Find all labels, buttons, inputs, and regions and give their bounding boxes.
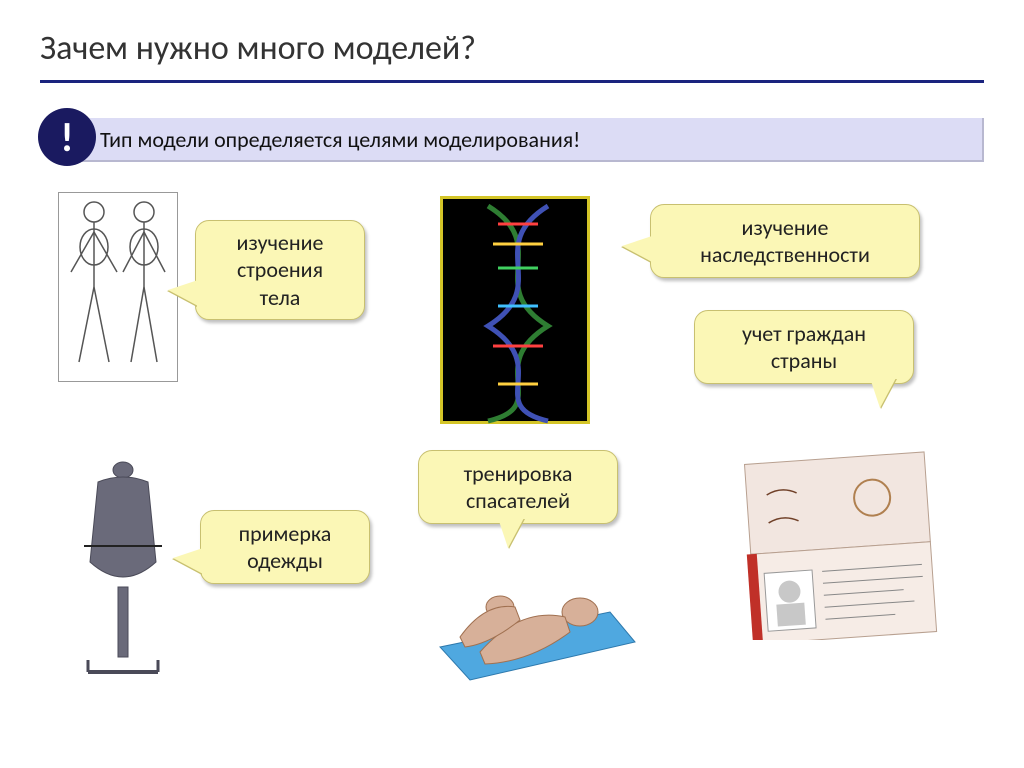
passport-image	[740, 440, 940, 640]
bubble-citizens-tail	[870, 378, 896, 408]
dna-image	[440, 196, 590, 424]
cpr-dummy-icon	[430, 552, 640, 682]
bubble-fitting-tail	[173, 548, 203, 574]
skeleton-icon	[59, 192, 177, 382]
bubble-heredity-tail	[622, 236, 652, 262]
bubble-rescuers-tail	[498, 518, 524, 548]
bubble-body-structure: изучениестроениятела	[195, 220, 365, 320]
exclamation-mark: !	[60, 113, 73, 162]
bubble-citizens: учет гражданстраны	[694, 310, 914, 384]
banner-text: Тип модели определяется целями моделиров…	[100, 126, 580, 153]
mannequin-icon	[58, 452, 188, 682]
banner: Тип модели определяется целями моделиров…	[82, 118, 984, 162]
bubble-heredity-text: изучениенаследственности	[700, 214, 870, 269]
page-title: Зачем нужно много моделей?	[40, 28, 476, 69]
passport-icon	[740, 440, 940, 640]
bubble-citizens-text: учет гражданстраны	[742, 320, 866, 375]
bubble-body-structure-tail	[168, 280, 198, 306]
bubble-rescuers-text: тренировкаспасателей	[464, 460, 573, 515]
title-underline	[40, 80, 984, 83]
dna-icon	[443, 196, 587, 424]
bubble-heredity: изучениенаследственности	[650, 204, 920, 278]
mannequin-image	[58, 452, 188, 682]
bubble-fitting: примеркаодежды	[200, 510, 370, 584]
bubble-fitting-text: примеркаодежды	[239, 520, 332, 575]
skeleton-image	[58, 192, 178, 382]
bubble-rescuers: тренировкаспасателей	[418, 450, 618, 524]
exclamation-circle: !	[38, 108, 96, 166]
cpr-dummy-image	[430, 552, 640, 682]
bubble-body-structure-text: изучениестроениятела	[237, 229, 324, 312]
